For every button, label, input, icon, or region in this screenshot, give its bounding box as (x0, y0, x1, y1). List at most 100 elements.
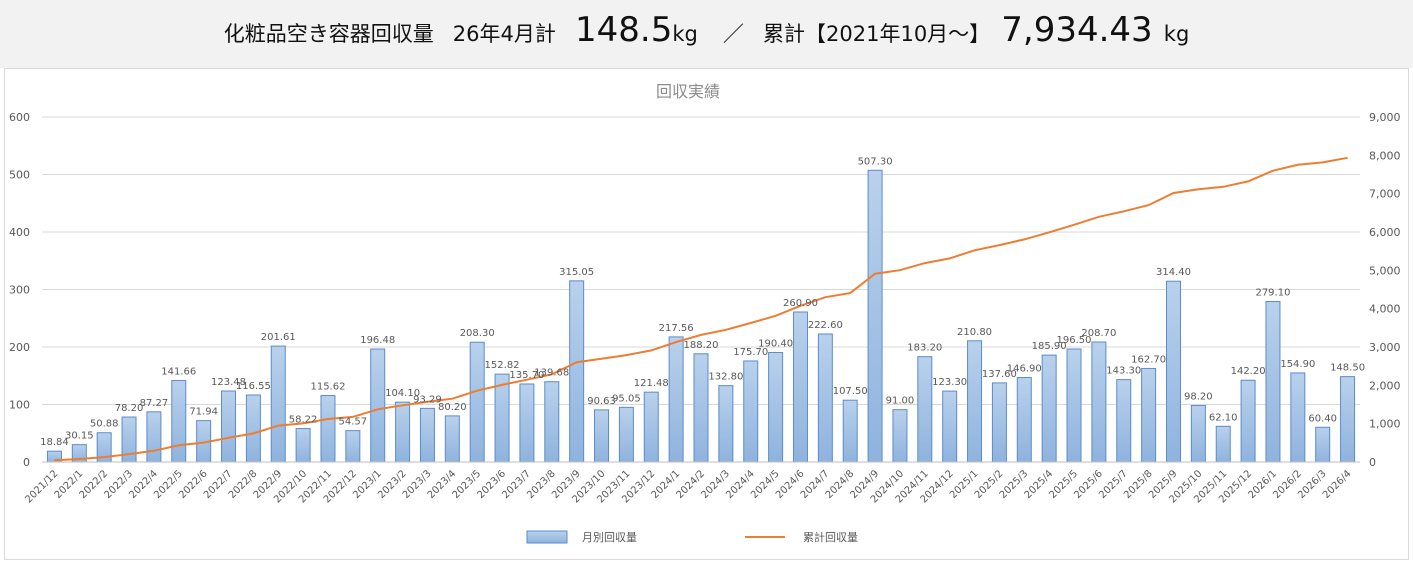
bar (643, 391, 659, 463)
bar-value-label: 148.50 (1330, 363, 1365, 374)
bar (494, 373, 510, 463)
right-tick-label: 5,000 (1369, 264, 1401, 277)
bar-value-label: 123.30 (932, 377, 967, 388)
bar-value-label: 208.30 (460, 328, 495, 339)
bar-value-label: 95.05 (612, 393, 641, 404)
cumulative-value: 7,934.43 (1001, 10, 1153, 50)
left-tick-label: 100 (9, 399, 30, 412)
left-tick-label: 200 (9, 341, 30, 354)
bar-value-label: 78.20 (115, 403, 144, 414)
right-tick-label: 2,000 (1369, 379, 1401, 392)
bar-value-label: 58.22 (289, 415, 318, 426)
bar-value-label: 116.55 (236, 381, 271, 392)
bar-value-label: 185.90 (1032, 341, 1067, 352)
bar-value-label: 208.70 (1081, 328, 1116, 339)
line-series (54, 156, 1348, 462)
bar (792, 311, 808, 463)
right-tick-label: 1,000 (1369, 418, 1401, 431)
bar (1315, 426, 1331, 463)
bar (171, 380, 187, 463)
left-tick-label: 500 (9, 169, 30, 182)
bar (618, 406, 634, 463)
right-tick-label: 6,000 (1369, 226, 1401, 239)
bar-value-label: 314.40 (1156, 267, 1191, 278)
bar-value-label: 91.00 (886, 396, 915, 407)
bar (743, 360, 759, 463)
right-tick-label: 0 (1369, 456, 1376, 469)
bar (917, 356, 933, 463)
bar (245, 394, 261, 463)
bar (1091, 341, 1107, 463)
bar (320, 395, 336, 463)
bar-value-label: 115.62 (310, 382, 345, 393)
bar (842, 399, 858, 463)
bar (768, 352, 784, 463)
bar-value-label: 183.20 (907, 343, 942, 354)
bar-value-label: 87.27 (140, 398, 169, 409)
bar-value-label: 154.90 (1280, 359, 1315, 370)
bar-value-label: 196.48 (360, 335, 395, 346)
bar-value-label: 210.80 (957, 327, 992, 338)
right-tick-label: 4,000 (1369, 303, 1401, 316)
right-axis: 0 1,000 2,000 3,000 4,000 5,000 6,000 7,000 8,00… (1369, 111, 1401, 469)
bar (345, 430, 361, 463)
bar (668, 336, 684, 463)
bar-value-label: 107.50 (833, 386, 868, 397)
bar-value-label: 175.70 (733, 347, 768, 358)
left-tick-label: 600 (9, 111, 30, 124)
left-tick-label: 0 (23, 456, 30, 469)
bar (1165, 280, 1181, 463)
legend-line-label: 累計回収量 (803, 530, 858, 544)
bar (693, 353, 709, 463)
bar (444, 415, 460, 463)
gridlines (42, 116, 1360, 463)
bar-value-label: 93.29 (413, 394, 442, 405)
legend-bar-label: 月別回収量 (582, 531, 637, 544)
bar-value-label: 196.50 (1057, 335, 1092, 346)
bar (569, 280, 585, 463)
bar (1215, 425, 1231, 463)
bar-value-label: 141.66 (161, 367, 196, 378)
bar-value-label: 190.40 (758, 339, 793, 350)
bar (867, 169, 883, 463)
left-tick-label: 400 (9, 226, 30, 239)
bar (519, 383, 535, 463)
bar-value-label: 60.40 (1308, 413, 1337, 424)
left-axis: 0 100 200 300 400 500 600 (9, 111, 30, 469)
bar-value-label: 162.70 (1131, 354, 1166, 365)
cumulative-unit: kg (1163, 22, 1190, 46)
bar (419, 407, 435, 463)
bar-value-label: 30.15 (65, 431, 94, 442)
header-line: 化粧品空き容器回収量 26年4月計 148.5kg ／ 累計【2021年10月～… (0, 10, 1413, 50)
bar-value-label: 139.68 (534, 368, 569, 379)
bar (469, 341, 485, 463)
bar (221, 390, 237, 463)
bar-value-label: 80.20 (438, 402, 467, 413)
bar (967, 340, 983, 463)
bar (942, 390, 958, 463)
x-axis: 2021/122022/12022/22022/32022/42022/5202… (23, 461, 1360, 505)
bar-value-label: 279.10 (1255, 288, 1290, 299)
bar-value-label: 62.10 (1209, 412, 1238, 423)
bar-value-label: 50.88 (90, 419, 119, 430)
bar (1066, 348, 1082, 463)
bar (1016, 377, 1032, 463)
bar-value-label: 142.20 (1231, 366, 1266, 377)
bar-value-label: 135.70 (509, 370, 544, 381)
month-unit: kg (672, 22, 698, 46)
bar-value-label: 132.80 (708, 372, 743, 383)
bar-value-label: 123.48 (211, 377, 246, 388)
bar-value-label: 143.30 (1106, 366, 1141, 377)
bar-value-label: 98.20 (1184, 392, 1213, 403)
bar (1116, 379, 1132, 463)
bar (146, 411, 162, 463)
right-tick-label: 9,000 (1369, 111, 1401, 124)
bar-value-label: 121.48 (634, 378, 669, 389)
bar (1041, 354, 1057, 463)
bar (991, 382, 1007, 463)
chart-container: 回収実績 0 100 200 300 400 500 600 0 1,000 2,000 3,00… (4, 68, 1409, 560)
right-tick-label: 8,000 (1369, 149, 1401, 162)
bar-value-label: 217.56 (659, 323, 694, 334)
collection-chart: 回収実績 0 100 200 300 400 500 600 0 1,000 2,000 3,00… (9, 82, 1401, 544)
